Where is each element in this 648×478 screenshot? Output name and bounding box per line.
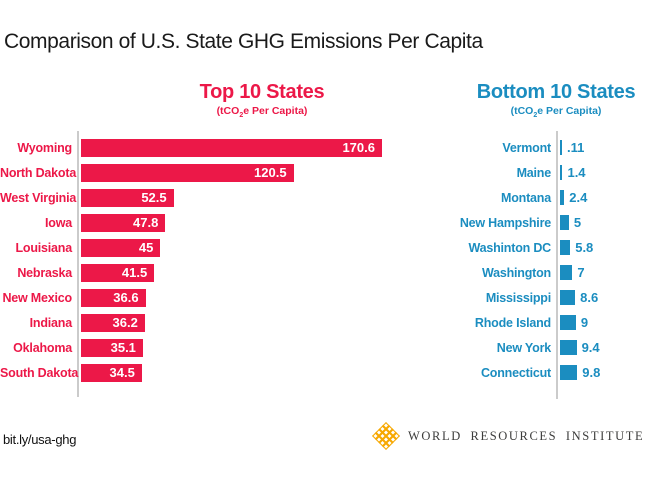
bar-row: Wyoming 170.6 [0, 135, 400, 160]
bar: 36.2 [81, 313, 145, 332]
value-label: 35.1 [110, 340, 136, 355]
state-label: New Hampshire [459, 215, 551, 230]
bottom10-bar-chart: Vermont .11 Maine 1.4 Montana 2.4 New Hampshir… [400, 135, 648, 385]
state-label: New Mexico [2, 290, 72, 305]
bar-row: Rhode Island 9 [400, 310, 648, 335]
state-label: Louisiana [15, 240, 72, 255]
value-label: 52.5 [141, 190, 167, 205]
bottom10-axis-line [556, 131, 558, 399]
value-label: 5.8 [575, 240, 594, 255]
top10-bar-chart: Wyoming 170.6 North Dakota 120.5 West Virgin… [0, 135, 400, 385]
value-label: 34.5 [109, 365, 135, 380]
top10-subtitle: (tCO2e Per Capita) [216, 105, 308, 120]
value-label: 9.8 [582, 365, 601, 380]
state-label: Montana [501, 190, 551, 205]
state-label: Connecticut [480, 365, 551, 380]
bar [560, 365, 578, 380]
bar [560, 315, 576, 330]
value-label: 1.4 [567, 165, 586, 180]
state-label: South Dakota [0, 365, 79, 380]
value-label: 36.6 [113, 290, 139, 305]
bar: 36.6 [81, 288, 146, 307]
value-label: .11 [567, 140, 585, 155]
bar [560, 215, 569, 230]
bar-row: Indiana 36.2 [0, 310, 400, 335]
state-label: Iowa [45, 215, 72, 230]
value-label: 5 [573, 215, 582, 230]
top10-header: Top 10 States (tCO2e Per Capita) [200, 81, 325, 119]
bar: 41.5 [81, 263, 155, 282]
bar: 47.8 [81, 213, 166, 232]
bar-row: Nebraska 41.5 [0, 260, 400, 285]
value-label: 9 [580, 315, 589, 330]
bar [560, 340, 577, 355]
value-label: 9.4 [581, 340, 600, 355]
state-label: Washinton DC [468, 240, 551, 255]
value-label: 41.5 [121, 265, 148, 280]
bar: 45 [81, 238, 161, 257]
bar-row: New Hampshire 5 [400, 210, 648, 235]
state-label: West Virginia [0, 190, 77, 205]
value-label: 120.5 [254, 165, 287, 180]
bar: 170.6 [81, 138, 382, 157]
state-label: Oklahoma [13, 340, 72, 355]
wri-logo: WORLD RESOURCES INSTITUTE [372, 422, 644, 450]
value-label: 45 [138, 240, 154, 255]
bar-row: Washinton DC 5.8 [400, 235, 648, 260]
state-label: North Dakota [0, 165, 77, 180]
bar-row: New York 9.4 [400, 335, 648, 360]
page-title: Comparison of U.S. State GHG Emissions P… [4, 30, 483, 53]
state-label: Vermont [502, 140, 551, 155]
bar-row: New Mexico 36.6 [0, 285, 400, 310]
bar-row: North Dakota 120.5 [0, 160, 400, 185]
source-link: bit.ly/usa-ghg [3, 432, 77, 447]
bar [560, 290, 576, 305]
wri-diamond-lattice-icon [372, 422, 400, 450]
bottom10-header: Bottom 10 States (tCO2e Per Capita) [477, 81, 636, 119]
bar [560, 265, 573, 280]
bar-row: Oklahoma 35.1 [0, 335, 400, 360]
bar: 52.5 [81, 188, 174, 207]
wri-logo-text: WORLD RESOURCES INSTITUTE [408, 428, 645, 443]
bar-row: Montana 2.4 [400, 185, 648, 210]
state-label: Washington [481, 265, 551, 280]
top10-title: Top 10 States [199, 81, 325, 103]
bar: 120.5 [81, 163, 294, 182]
bar [560, 240, 571, 255]
bar-row: Iowa 47.8 [0, 210, 400, 235]
state-label: Maine [516, 165, 552, 180]
value-label: 170.6 [342, 140, 375, 155]
value-label: 2.4 [569, 190, 588, 205]
bar-row: South Dakota 34.5 [0, 360, 400, 385]
bar: 34.5 [81, 363, 142, 382]
state-label: Indiana [29, 315, 73, 330]
top10-axis-line [77, 131, 79, 397]
bar-row: West Virginia 52.5 [0, 185, 400, 210]
bar: 35.1 [81, 338, 143, 357]
value-label: 8.6 [580, 290, 599, 305]
value-label: 36.2 [112, 315, 138, 330]
bar [560, 190, 565, 205]
state-label: New York [496, 340, 551, 355]
bar-row: Maine 1.4 [400, 160, 648, 185]
state-label: Rhode Island [474, 315, 551, 330]
state-label: Mississippi [485, 290, 551, 305]
value-label: 7 [577, 265, 585, 280]
bar [560, 140, 562, 155]
bottom10-subtitle: (tCO2e Per Capita) [510, 105, 602, 120]
bottom10-title: Bottom 10 States [476, 81, 636, 103]
state-label: Nebraska [17, 265, 72, 280]
bar-row: Washington 7 [400, 260, 648, 285]
bar-row: Connecticut 9.8 [400, 360, 648, 385]
bar-row: Mississippi 8.6 [400, 285, 648, 310]
bar-row: Vermont .11 [400, 135, 648, 160]
state-label: Wyoming [17, 140, 72, 155]
value-label: 47.8 [133, 215, 159, 230]
bar-row: Louisiana 45 [0, 235, 400, 260]
bar [560, 165, 563, 180]
